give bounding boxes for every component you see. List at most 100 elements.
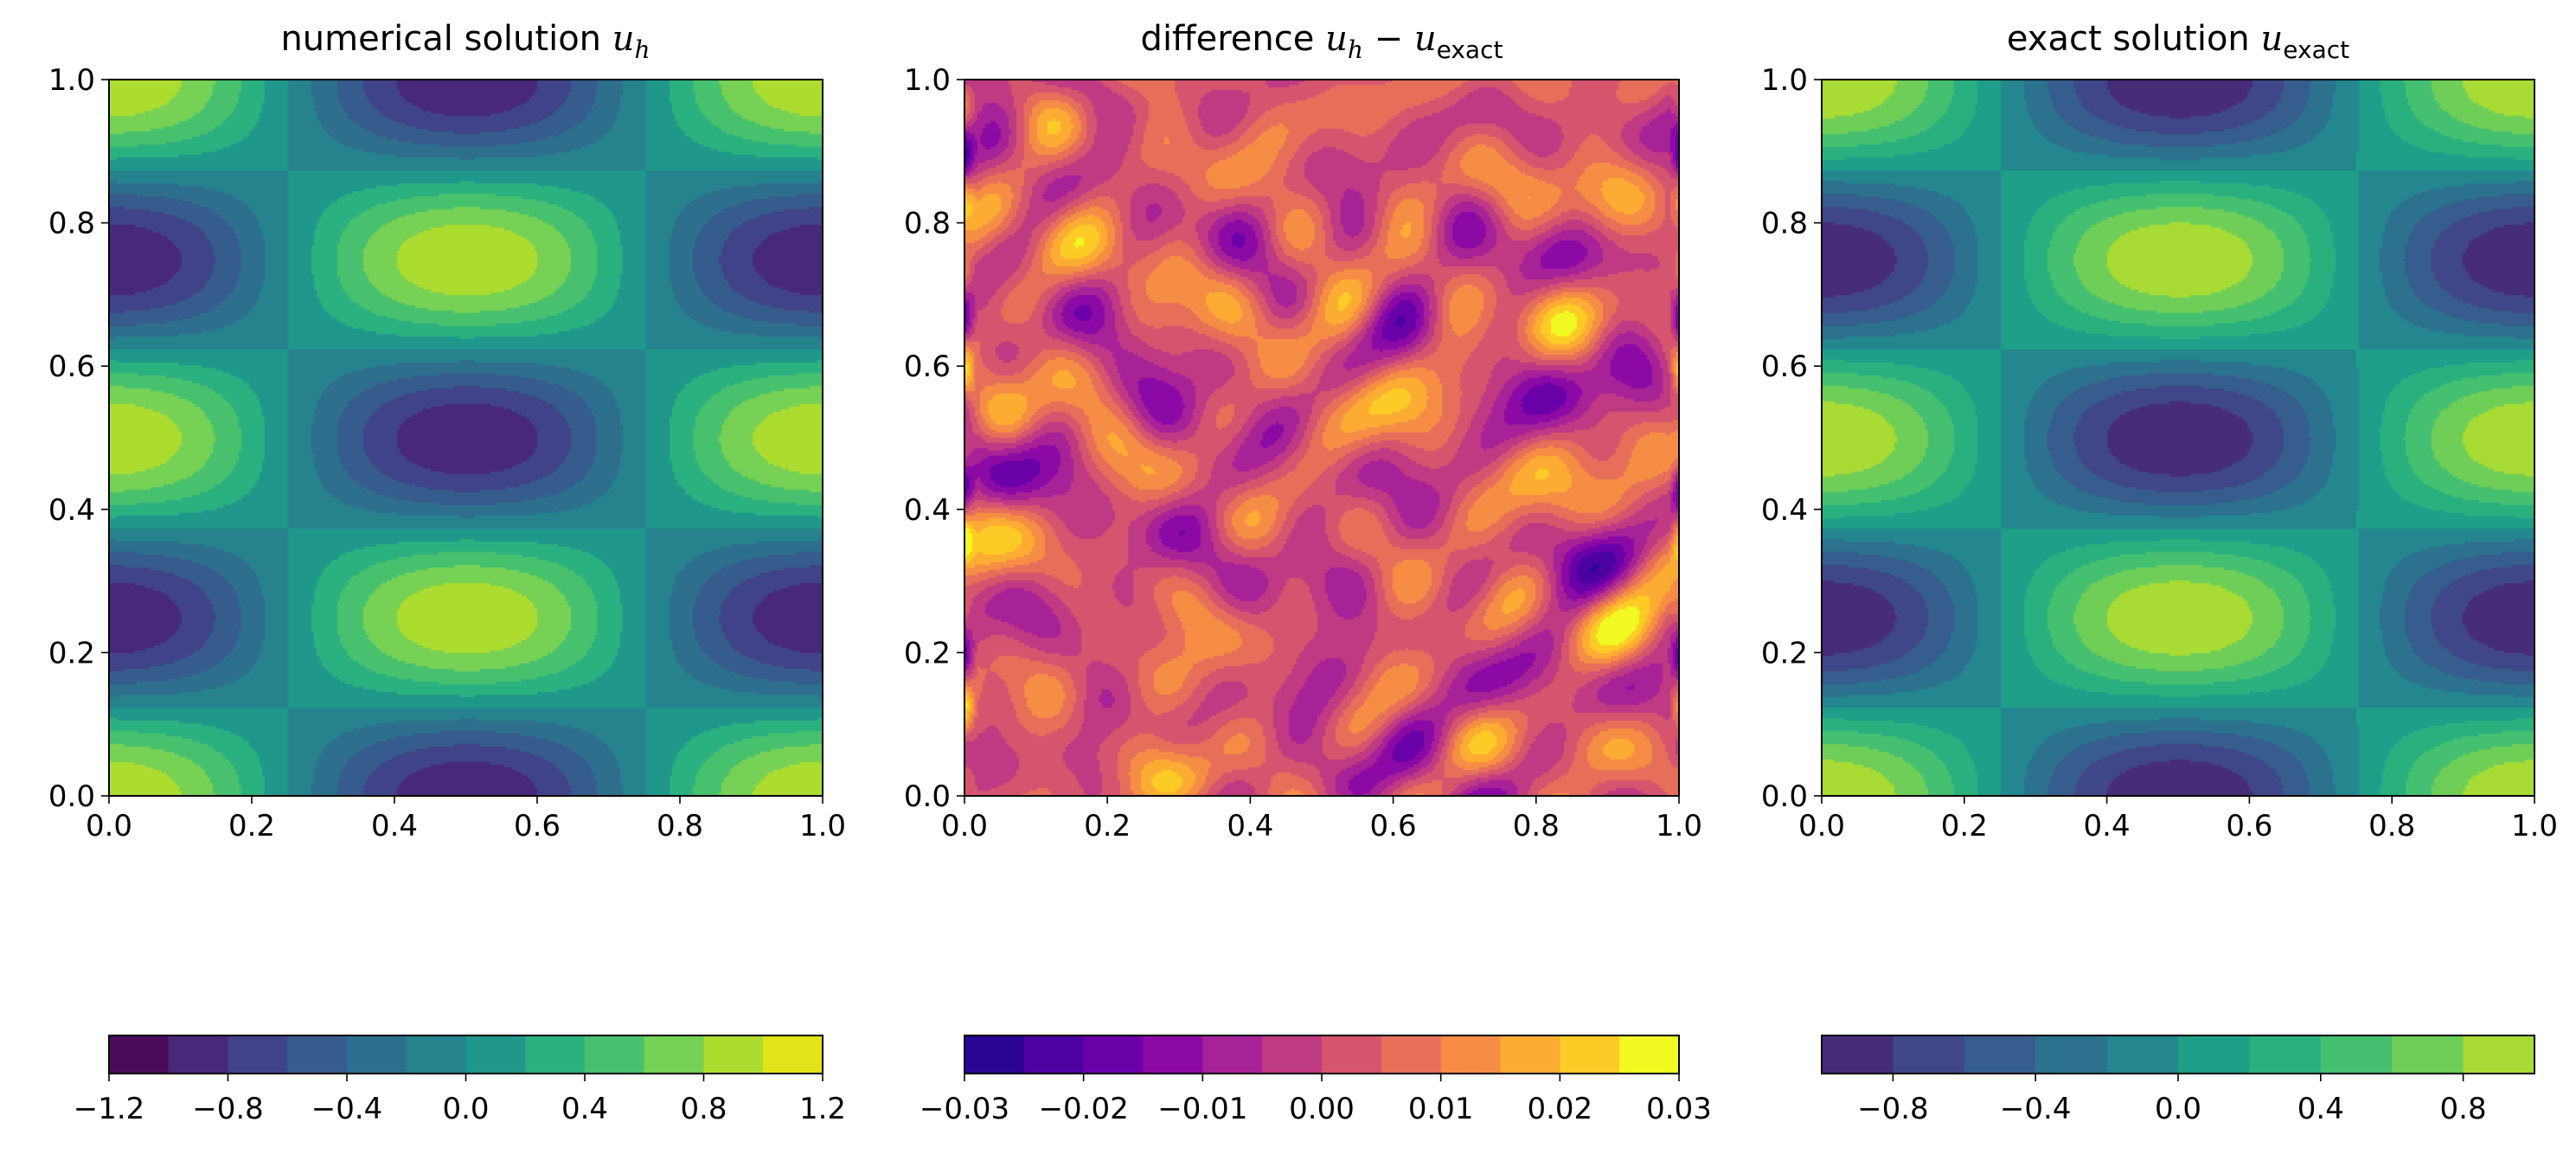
x-tick-label: 0.4 (1227, 809, 1273, 843)
colorbar-swatch (406, 1035, 467, 1074)
y-tick-label: 0.4 (1761, 493, 1808, 528)
colorbar-swatch (1143, 1035, 1203, 1074)
colorbar-exact: −0.8 −0.4 0.0 0.4 0.8 (1821, 1035, 2535, 1126)
colorbar-tick-label: −1.2 (74, 1092, 145, 1126)
colorbar-swatch (1440, 1035, 1502, 1074)
colorbar-swatch (1381, 1035, 1442, 1074)
x-tick-label: 0.6 (1370, 809, 1417, 843)
colorbar-swatch (109, 1035, 170, 1074)
colorbar-tick-label: 0.8 (680, 1092, 727, 1126)
colorbar-tick-label: 0.0 (442, 1092, 489, 1126)
x-tick-label: 0.0 (86, 809, 132, 843)
contour-fill-numerical (109, 80, 823, 796)
y-tick-label: 0.8 (904, 207, 951, 241)
contour-fill-exact (1822, 80, 2534, 796)
x-tick-label: 1.0 (799, 809, 846, 843)
panel-title-numerical: numerical solution uh (280, 19, 650, 64)
x-tick-label: 0.6 (514, 809, 561, 843)
colorbar-tick-label: 0.02 (1527, 1092, 1592, 1126)
x-tick-label: 0.4 (2084, 809, 2131, 843)
y-tick-label: 0.8 (1761, 207, 1808, 241)
colorbar-tick-label: 0.00 (1289, 1092, 1355, 1126)
y-tick-label: 1.0 (904, 63, 951, 98)
colorbar-swatch (1202, 1035, 1263, 1074)
colorbar-swatch (1893, 1035, 1965, 1074)
colorbar-swatch (2035, 1035, 2108, 1074)
colorbar-swatch (585, 1035, 645, 1074)
colorbar-tick-label: −0.8 (1857, 1092, 1929, 1126)
y-tick-label: 0.4 (904, 493, 951, 528)
contour-fill-difference (964, 80, 1679, 796)
x-tick-label: 1.0 (2511, 809, 2558, 843)
colorbar-swatch (703, 1035, 764, 1074)
y-tick-label: 0.6 (904, 349, 951, 384)
colorbar-swatch (1560, 1035, 1620, 1074)
colorbar-swatch (287, 1035, 348, 1074)
colorbar-swatch (2463, 1035, 2535, 1074)
plot-frame-numerical (108, 79, 823, 797)
x-tick-label: 0.4 (371, 809, 418, 843)
colorbar-swatch (1023, 1035, 1085, 1074)
x-tick-label: 0.0 (941, 809, 988, 843)
colorbar-tick-label: 0.4 (561, 1092, 608, 1126)
y-tick-label: 0.0 (48, 779, 95, 814)
y-tick-label: 1.0 (48, 63, 95, 98)
colorbar-tick-label: −0.4 (2000, 1092, 2072, 1126)
colorbar-swatch (1500, 1035, 1560, 1074)
colorbar-swatch (964, 1035, 1025, 1074)
y-tick-label: 0.6 (1761, 349, 1808, 384)
x-tick-label: 0.2 (1941, 809, 1988, 843)
colorbar-swatch (644, 1035, 705, 1074)
colorbar-swatch (2320, 1035, 2393, 1074)
plot-frame-exact (1821, 79, 2535, 797)
colorbar-swatch (2249, 1035, 2322, 1074)
y-tick-label: 1.0 (1761, 63, 1808, 98)
colorbar-tick-label: −0.02 (1039, 1092, 1129, 1126)
x-tick-label: 0.6 (2226, 809, 2272, 843)
colorbar-swatch (525, 1035, 586, 1074)
panel-title-exact: exact solution uexact (2006, 19, 2350, 64)
colorbar-tick-label: −0.4 (311, 1092, 383, 1126)
colorbar-swatch (1822, 1035, 1894, 1074)
y-tick-label: 0.2 (1761, 636, 1808, 670)
colorbar-tick-label: 0.0 (2155, 1092, 2201, 1126)
colorbar-swatch (2178, 1035, 2250, 1074)
panel-title-difference: difference uh − uexact (1140, 19, 1503, 64)
colorbar-swatch (168, 1035, 229, 1074)
colorbar-tick-label: 0.03 (1646, 1092, 1712, 1126)
colorbar-tick-label: −0.01 (1157, 1092, 1247, 1126)
colorbar-swatch (1619, 1035, 1680, 1074)
colorbar-swatch (465, 1035, 526, 1074)
colorbar-tick-label: 0.8 (2440, 1092, 2487, 1126)
colorbar-swatch (347, 1035, 407, 1074)
x-tick-label: 0.2 (228, 809, 275, 843)
colorbar-swatch (2392, 1035, 2464, 1074)
colorbar-swatch (227, 1035, 288, 1074)
x-tick-label: 0.2 (1084, 809, 1131, 843)
x-tick-label: 0.8 (657, 809, 703, 843)
colorbar-swatch (1322, 1035, 1382, 1074)
colorbar-tick-label: 1.2 (799, 1092, 846, 1126)
colorbar-swatch (1964, 1035, 2036, 1074)
colorbar-tick-label: −0.8 (192, 1092, 264, 1126)
colorbar-numerical: −1.2 −0.8 −0.4 0.0 0.4 0.8 1.2 (74, 1035, 846, 1126)
colorbar-swatch (763, 1035, 823, 1074)
plot-frame-difference (964, 79, 1680, 797)
y-tick-label: 0.2 (48, 636, 95, 670)
x-tick-label: 0.0 (1798, 809, 1845, 843)
y-tick-label: 0.0 (904, 779, 951, 814)
colorbar-tick-label: 0.4 (2297, 1092, 2344, 1126)
colorbar-swatch (1083, 1035, 1144, 1074)
colorbar-difference: −0.03 −0.02 −0.01 0.00 0.01 0.02 0.03 (920, 1035, 1712, 1126)
y-tick-label: 0.8 (48, 207, 95, 241)
y-tick-label: 0.0 (1761, 779, 1808, 814)
colorbar-swatch (2106, 1035, 2179, 1074)
y-tick-label: 0.6 (48, 349, 95, 384)
x-tick-label: 1.0 (1656, 809, 1702, 843)
y-tick-label: 0.4 (48, 493, 95, 528)
colorbar-tick-label: 0.01 (1408, 1092, 1474, 1126)
colorbar-tick-label: −0.03 (920, 1092, 1009, 1126)
x-tick-label: 0.8 (2368, 809, 2415, 843)
